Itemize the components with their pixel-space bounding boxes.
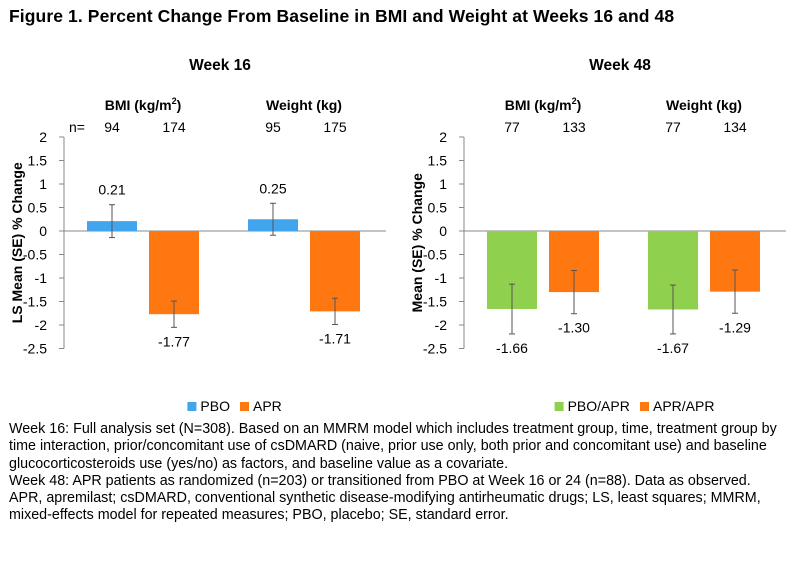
chart-week-16: Week 16 LS Mean (SE) % Change 2 1.5 1 0.5 0 -0.… <box>9 57 386 414</box>
legend-swatch <box>240 402 249 411</box>
y-axis-label: Mean (SE) % Change <box>409 173 425 312</box>
data-label: -1.29 <box>719 319 751 335</box>
data-label: -1.71 <box>319 331 351 347</box>
y-tick-label: 1 <box>439 176 447 192</box>
y-tick-label: 0 <box>439 223 447 239</box>
y-tick-label: -1 <box>35 270 48 286</box>
y-tick-label: 1.5 <box>428 153 448 169</box>
legend-label: APR <box>253 398 282 414</box>
data-label: -1.30 <box>558 320 590 336</box>
legend: PBO APR <box>187 398 282 414</box>
legend-label: PBO <box>200 398 230 414</box>
bar <box>149 231 199 315</box>
y-tick-label: -0.5 <box>23 247 47 263</box>
n-count: 77 <box>504 119 520 135</box>
y-tick-label: -1.5 <box>423 294 447 310</box>
data-label: -1.66 <box>496 340 528 356</box>
chart-week-48: Week 48 Mean (SE) % Change 2 1.5 1 0.5 0 -0.5 -1… <box>409 57 786 414</box>
n-count: 134 <box>723 119 747 135</box>
y-axis-label: LS Mean (SE) % Change <box>9 162 25 323</box>
n-count: 175 <box>323 119 347 135</box>
footnote-week16: Week 16: Full analysis set (N=308). Base… <box>9 421 777 472</box>
y-tick-label: -0.5 <box>423 247 447 263</box>
legend-swatch <box>554 402 564 411</box>
group-label: BMI (kg/m2) <box>505 96 582 113</box>
y-tick-label: 1 <box>39 176 47 192</box>
data-label: 0.25 <box>259 180 286 196</box>
y-tick-label: 0.5 <box>28 200 48 216</box>
n-count: 94 <box>104 119 120 135</box>
y-tick-label: 2 <box>39 129 47 145</box>
legend: PBO/APR APR/APR <box>554 398 714 414</box>
y-tick-label: -2.5 <box>23 341 47 357</box>
footnote-week48: Week 48: APR patients as randomized (n=2… <box>9 472 751 489</box>
y-tick-label: -2 <box>435 317 448 333</box>
group-label: BMI (kg/m2) <box>105 96 182 113</box>
data-label: 0.21 <box>98 182 125 198</box>
legend-label: APR/APR <box>653 398 714 414</box>
n-label: n= <box>69 119 85 135</box>
data-label: -1.77 <box>158 333 190 349</box>
y-tick-label: -2 <box>35 317 48 333</box>
data-label: -1.67 <box>657 340 689 356</box>
legend-label: PBO/APR <box>568 398 630 414</box>
y-tick-label: -1.5 <box>23 294 47 310</box>
figure-title: Figure 1. Percent Change From Baseline i… <box>9 6 675 26</box>
group-label: Weight (kg) <box>666 97 742 113</box>
legend-swatch <box>187 402 197 411</box>
y-tick-label: 0 <box>39 223 47 239</box>
y-tick-label: -1 <box>435 270 448 286</box>
chart-title: Week 16 <box>189 57 251 74</box>
footnote-abbreviations: APR, apremilast; csDMARD, conventional s… <box>9 490 761 524</box>
chart-title: Week 48 <box>589 57 651 74</box>
n-count: 77 <box>665 119 681 135</box>
y-tick-label: 0.5 <box>428 200 448 216</box>
n-count: 95 <box>265 119 281 135</box>
y-tick-label: -2.5 <box>423 341 447 357</box>
legend-swatch <box>640 402 649 411</box>
n-count: 133 <box>562 119 586 135</box>
group-label: Weight (kg) <box>266 97 342 113</box>
y-tick-label: 2 <box>439 129 447 145</box>
footnotes: Week 16: Full analysis set (N=308). Base… <box>9 421 794 525</box>
n-count: 174 <box>162 119 186 135</box>
y-tick-label: 1.5 <box>28 153 48 169</box>
